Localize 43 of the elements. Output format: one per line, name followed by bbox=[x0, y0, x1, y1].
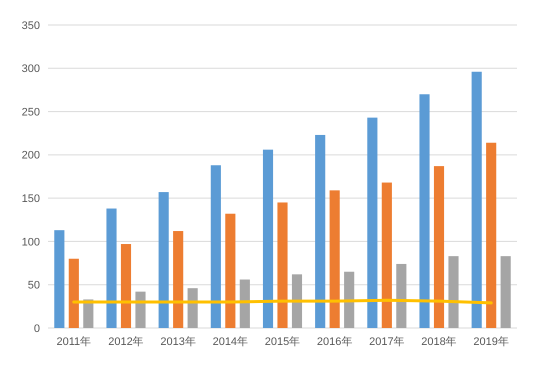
x-tick-label: 2018年 bbox=[421, 336, 457, 348]
bar bbox=[315, 134, 326, 328]
x-tick-label: 2015年 bbox=[264, 336, 300, 348]
bar bbox=[292, 274, 302, 328]
y-tick-label: 350 bbox=[22, 20, 40, 32]
x-tick-label: 2016年 bbox=[316, 336, 352, 348]
bar bbox=[382, 182, 392, 328]
bar bbox=[396, 264, 406, 328]
bar bbox=[188, 288, 198, 328]
bar bbox=[225, 214, 236, 328]
x-tick-label: 2011年 bbox=[56, 336, 92, 348]
bar bbox=[106, 208, 117, 328]
bar bbox=[472, 72, 482, 328]
y-tick-label: 250 bbox=[22, 106, 40, 118]
x-tick-label: 2013年 bbox=[160, 336, 196, 348]
bar bbox=[120, 244, 132, 328]
bar bbox=[344, 272, 354, 328]
y-tick-label: 100 bbox=[22, 236, 40, 248]
bar bbox=[486, 142, 496, 328]
x-tick-label: 2014年 bbox=[212, 336, 248, 348]
x-tick-label: 2012年 bbox=[108, 336, 144, 348]
bar bbox=[434, 166, 444, 328]
bar bbox=[330, 190, 340, 328]
y-tick-label: 200 bbox=[22, 150, 40, 162]
bar bbox=[173, 231, 184, 328]
bar bbox=[135, 292, 146, 328]
y-tick-label: 150 bbox=[22, 192, 40, 205]
y-tick-label: 300 bbox=[22, 63, 40, 76]
bar bbox=[277, 202, 288, 328]
y-tick-label: 50 bbox=[28, 280, 40, 292]
x-tick-label: 2019年 bbox=[473, 336, 509, 348]
x-tick-label: 2017年 bbox=[369, 336, 405, 348]
bar bbox=[500, 256, 511, 328]
y-tick-label: 0 bbox=[34, 322, 40, 335]
bar bbox=[367, 118, 378, 328]
bar bbox=[158, 192, 169, 328]
bar bbox=[54, 230, 64, 328]
bar bbox=[210, 165, 221, 328]
bar bbox=[262, 150, 274, 328]
bar bbox=[448, 256, 459, 328]
bar bbox=[240, 280, 250, 328]
bar bbox=[419, 94, 430, 328]
bar bbox=[68, 258, 79, 328]
